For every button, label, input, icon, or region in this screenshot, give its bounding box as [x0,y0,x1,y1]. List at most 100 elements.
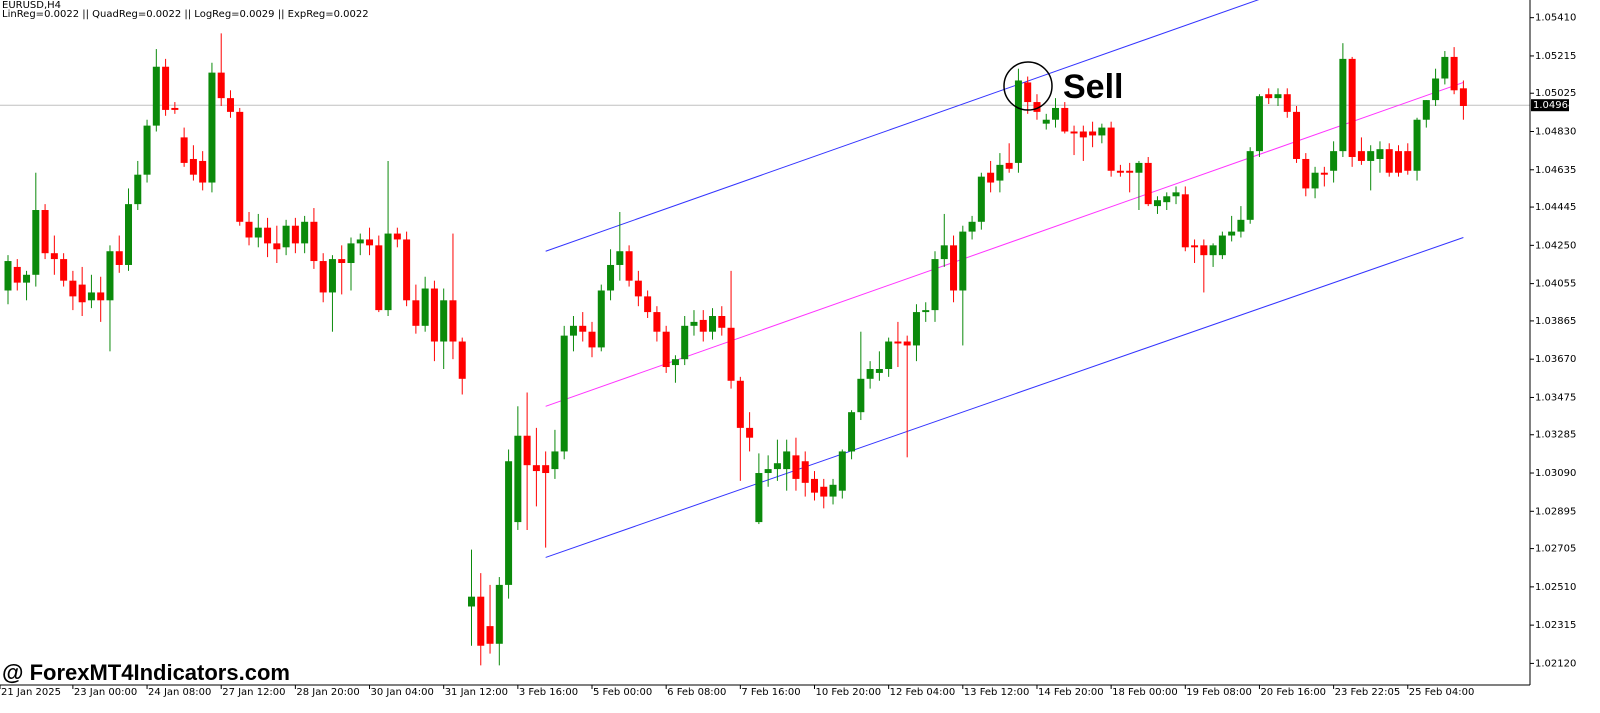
candle-body [13,266,21,283]
candle-body [87,292,95,301]
candle-body [662,331,670,368]
regression-middle [545,81,1464,407]
watermark: @ ForexMT4Indicators.com [2,660,290,685]
candle-body [23,274,31,283]
candle-body [1098,127,1106,136]
candle-body [671,359,679,366]
candle-body [1126,170,1134,173]
candle-body [366,239,374,246]
candle-body [829,484,837,497]
y-tick-label: 1.04250 [1535,240,1576,251]
candle-body [495,584,503,644]
regression-lower [545,237,1464,558]
candle-body [987,172,995,183]
candle-body [718,316,726,328]
candle-body [1024,82,1032,103]
candle-body [180,137,188,163]
candle-body [1042,119,1050,124]
candle-body [264,227,272,244]
candle-body [301,221,309,244]
symbol-label: EURUSD,H4 [2,0,61,11]
candle-body [755,473,763,523]
candle-body [1107,127,1115,171]
y-tick-label: 1.02895 [1535,506,1576,517]
x-tick-label: 5 Feb 00:00 [593,687,652,698]
candle-body [217,72,225,99]
candle-body [273,243,281,250]
candle-body [1070,131,1078,134]
candle-body [115,251,123,265]
candle-body [162,66,170,110]
candle-body [514,435,522,523]
y-tick-label: 1.03865 [1535,316,1576,327]
candle-body [885,341,893,369]
candle-body [226,98,234,112]
y-tick-label: 1.05215 [1535,51,1576,62]
candle-body [1144,162,1152,205]
candle-body [1079,131,1087,138]
candle-body [523,435,531,466]
x-tick-label: 20 Feb 16:00 [1260,687,1326,698]
candle-body [32,210,40,275]
candle-body [310,221,318,262]
candle-body [597,290,605,348]
candle-body [78,284,86,303]
candle-body [1432,78,1440,101]
candle-body [375,245,383,311]
candle-body [542,465,550,474]
candle-body [922,310,930,313]
candle-body [866,368,874,379]
y-tick-label: 1.03285 [1535,430,1576,441]
candle-body [681,325,689,360]
candle-body [764,469,772,474]
candle-body [616,251,624,265]
candle-body [1246,151,1254,220]
candle-body [1348,58,1356,158]
candle-body [384,233,392,311]
candle-body [1422,100,1430,120]
candle-body [1274,94,1282,99]
candle-body [291,225,299,244]
candle-body [468,596,475,607]
x-tick-label: 18 Feb 00:00 [1112,687,1178,698]
x-tick-label: 14 Feb 20:00 [1038,687,1104,698]
candle-body [97,292,105,301]
y-tick-label: 1.02315 [1535,620,1576,631]
candle-body [505,461,513,585]
x-tick-label: 23 Feb 22:05 [1335,687,1401,698]
signal-circle [1003,61,1053,111]
current-price-label: 1.04964 [1533,100,1574,111]
candle-body [245,221,253,238]
candle-body [792,455,800,479]
candle-body [940,245,948,260]
candle-body [848,412,856,452]
candle-body [1376,149,1384,159]
candle-body [968,221,976,232]
candle-body [60,259,68,281]
candle-body [560,335,568,452]
x-tick-label: 30 Jan 04:00 [371,687,434,698]
candle-body [746,427,754,438]
candle-body [912,312,920,346]
candle-body [189,158,197,175]
candle-body [727,327,735,381]
plot-area [0,0,1530,666]
candle-body [736,380,744,428]
candle-body [1311,172,1319,189]
y-tick-label: 1.03475 [1535,392,1576,403]
candle-body [421,288,429,326]
y-tick-label: 1.03670 [1535,354,1576,365]
y-tick-label: 1.04830 [1535,127,1576,138]
candle-body [1357,151,1365,161]
x-tick-label: 28 Jan 20:00 [296,687,359,698]
sell-annotation: Sell [1063,68,1123,106]
candle-body [1033,102,1041,112]
candle-body [1228,231,1236,236]
candle-body [412,300,420,326]
candle-body [857,378,865,413]
x-tick-label: 6 Feb 08:00 [667,687,726,698]
x-tick-label: 31 Jan 12:00 [445,687,508,698]
candle-body [1293,111,1301,159]
candle-body [532,465,540,472]
